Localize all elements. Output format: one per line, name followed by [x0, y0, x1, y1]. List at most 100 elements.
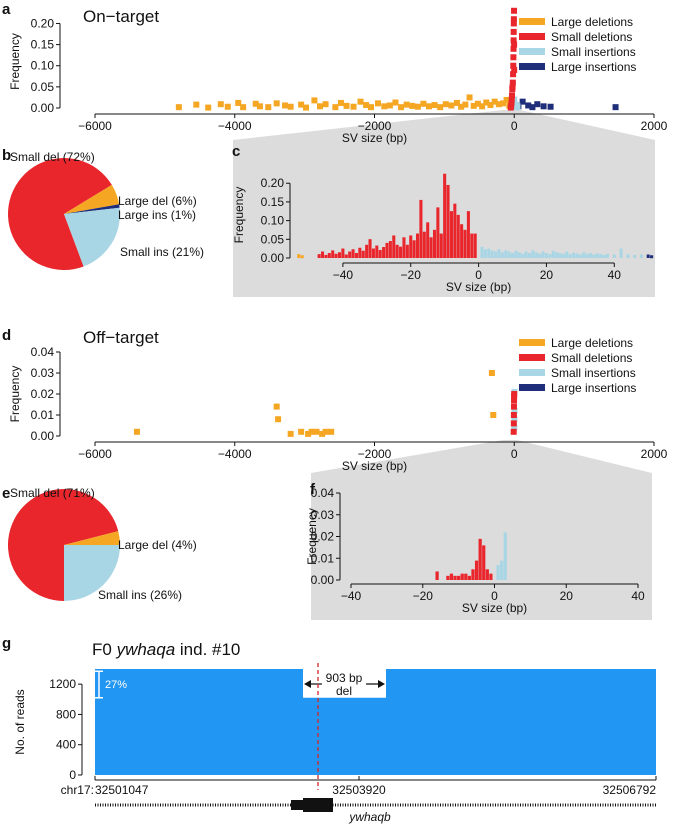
point-large_del	[368, 104, 375, 111]
legend-label-small_del: Small deletions	[551, 30, 632, 44]
y-tick-label: 0.20	[261, 176, 285, 190]
point-large_del	[287, 103, 294, 110]
point-large_del	[495, 101, 502, 108]
chart-c-bar: 0.00 0.05 0.10 0.15 0.20 −40 −20 0 20 40 SV size (…	[232, 173, 654, 294]
y-axis-label: Frequency	[232, 187, 246, 244]
bar-small_del	[409, 235, 413, 258]
legend-label-small_del: Small deletions	[551, 351, 632, 365]
pie-slice-small_del	[8, 489, 119, 601]
x-tick-label: 0	[511, 119, 518, 133]
bar-small_ins	[639, 254, 643, 258]
point-large_del	[337, 99, 344, 106]
x-tick-label: −40	[333, 268, 354, 282]
point-large_ins	[529, 104, 536, 111]
point-large_del	[488, 370, 495, 376]
point-large_del	[490, 412, 497, 418]
panel-label-a: a	[2, 1, 11, 18]
point-small_del	[511, 397, 518, 404]
y-tick-label: 0.00	[261, 251, 285, 265]
x-axis-label: SV size (bp)	[462, 601, 527, 615]
x-tick-label: −20	[401, 268, 422, 282]
point-large_ins	[547, 103, 554, 110]
pie-label-large_del: Large del (4%)	[118, 538, 197, 552]
y-tick-label: 0.01	[31, 408, 55, 422]
x-tick-label: −6000	[78, 119, 112, 133]
y-tick-label: 0.05	[31, 80, 55, 94]
bar-small_del	[467, 575, 472, 580]
bar-small_del	[412, 240, 416, 258]
bar-small_del	[317, 254, 321, 258]
bar-small_del	[470, 233, 474, 258]
bar-small_ins	[633, 254, 637, 258]
bar-small_del	[453, 203, 457, 258]
bar-small_del	[429, 237, 433, 258]
bar-small_del	[388, 241, 392, 258]
bar-small_ins	[602, 254, 606, 258]
y-tick-label: 400	[56, 738, 76, 752]
panel-label-e: e	[2, 485, 10, 502]
bar-small_del	[449, 211, 453, 258]
point-large_ins	[540, 103, 547, 110]
point-small_del	[510, 28, 517, 35]
bar-small_del	[361, 250, 365, 258]
point-large_del	[303, 104, 310, 111]
point-large_del	[311, 97, 318, 104]
point-large_del	[193, 101, 200, 108]
bar-small_del	[456, 214, 460, 258]
chrom-label: chr17:	[61, 783, 94, 797]
x-tick-label: −2000	[358, 119, 392, 133]
bar-small_ins	[507, 251, 511, 258]
gene-label: ywhaqb	[348, 810, 391, 824]
bar-small_ins	[612, 254, 616, 258]
bar-small_del	[344, 254, 348, 258]
pie-label-small_del: Small del (71%)	[10, 486, 95, 500]
y-axis-label: Frequency	[305, 508, 319, 565]
bar-small_ins	[595, 253, 599, 258]
bar-small_ins	[524, 251, 528, 258]
on-target-title: On−target	[83, 7, 159, 26]
legend-swatch-small_del	[519, 33, 545, 40]
point-large_del	[252, 100, 259, 107]
y-tick-label: 0.10	[261, 214, 285, 228]
bar-small_ins	[578, 254, 582, 258]
x-tick-label: 0	[511, 447, 518, 461]
y-tick-label: 0.10	[31, 59, 55, 73]
bar-small_del	[485, 569, 489, 580]
bar-small_del	[382, 247, 386, 258]
bar-small_del	[436, 207, 440, 258]
bar-small_del	[405, 244, 409, 258]
bar-small_ins	[503, 532, 507, 580]
bar-small_del	[392, 235, 396, 258]
chart-d-scatter: 0.00 0.01 0.02 0.03 0.04 −6000 −4000 −2000 0 2000…	[8, 345, 668, 473]
legend-label-large_ins: Large insertions	[551, 60, 636, 74]
bar-small_ins	[500, 560, 504, 580]
bar-small_ins	[531, 250, 535, 258]
point-large_del	[357, 98, 364, 105]
y-tick-label: 800	[56, 707, 76, 721]
bar-small_del	[474, 560, 479, 580]
bar-small_ins	[558, 253, 562, 258]
bar-small_ins	[555, 252, 559, 258]
bar-small_del	[385, 242, 389, 258]
point-small_del	[510, 420, 517, 427]
x-tick-label: −20	[413, 589, 434, 603]
x-tick-label: −2000	[358, 447, 392, 461]
legend-label-small_ins: Small insertions	[551, 366, 636, 380]
x-tick-label: −4000	[218, 119, 252, 133]
bar-small_ins	[487, 248, 491, 258]
pie-label-small_del: Small del (72%)	[10, 150, 95, 164]
point-large_del	[487, 102, 494, 109]
coordinate-label: 32501047	[95, 783, 149, 797]
legend-swatch-large_ins	[519, 384, 545, 391]
point-large_del	[500, 100, 507, 107]
panel-g-title: F0 ywhaqa ind. #10	[92, 640, 240, 659]
legend-swatch-small_ins	[519, 48, 545, 55]
bar-small_del	[463, 229, 467, 258]
bar-small_del	[449, 573, 454, 580]
pie-slice-large_del	[64, 531, 120, 545]
legend-swatch-large_del	[519, 18, 545, 25]
deletion-label-del: del	[336, 684, 352, 698]
point-small_del	[510, 403, 517, 410]
y-tick-label: 0.00	[311, 573, 335, 587]
